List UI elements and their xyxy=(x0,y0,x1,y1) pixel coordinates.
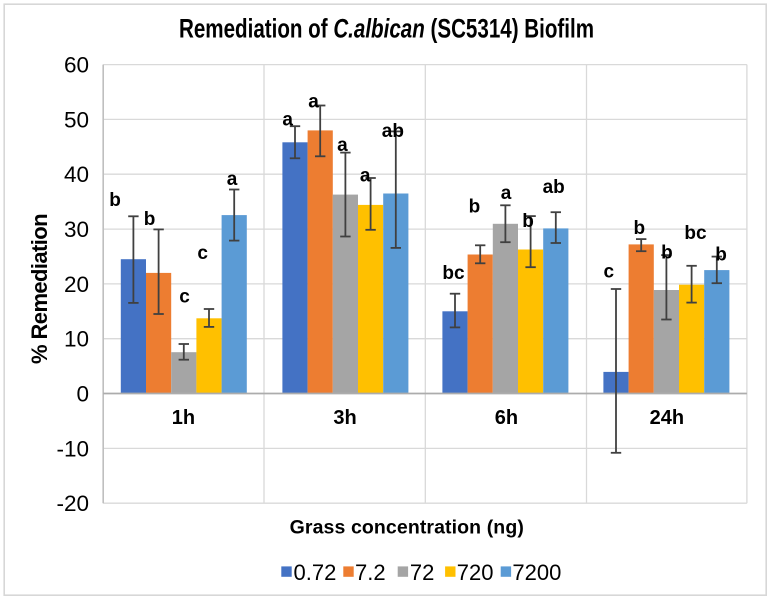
svg-text:bc: bc xyxy=(442,263,465,284)
svg-text:10: 10 xyxy=(64,327,89,352)
svg-text:a: a xyxy=(227,169,238,190)
svg-text:40: 40 xyxy=(64,162,89,187)
svg-text:50: 50 xyxy=(64,107,89,132)
svg-text:c: c xyxy=(604,262,615,283)
svg-text:a: a xyxy=(360,166,371,187)
svg-text:b: b xyxy=(715,244,727,265)
svg-text:-20: -20 xyxy=(56,491,89,516)
svg-text:Remediation of C.albican (SC53: Remediation of C.albican (SC5314) Biofil… xyxy=(179,14,594,44)
svg-text:b: b xyxy=(661,242,673,263)
svg-text:b: b xyxy=(144,209,156,230)
svg-text:0.72: 0.72 xyxy=(294,560,337,585)
svg-text:6h: 6h xyxy=(495,407,518,429)
svg-text:20: 20 xyxy=(64,272,89,297)
svg-text:c: c xyxy=(179,287,190,308)
svg-text:b: b xyxy=(109,190,121,211)
svg-text:a: a xyxy=(282,110,293,131)
svg-text:a: a xyxy=(501,183,512,204)
svg-text:7.2: 7.2 xyxy=(355,560,386,585)
svg-text:60: 60 xyxy=(64,53,89,78)
svg-text:30: 30 xyxy=(64,217,89,242)
svg-text:b: b xyxy=(633,218,645,239)
svg-text:ab: ab xyxy=(382,121,404,142)
svg-text:24h: 24h xyxy=(650,407,684,429)
svg-text:-10: -10 xyxy=(56,436,89,461)
svg-text:ab: ab xyxy=(543,177,565,198)
svg-text:a: a xyxy=(337,135,348,156)
svg-text:bc: bc xyxy=(684,223,707,244)
svg-text:Grass concentration (ng): Grass concentration (ng) xyxy=(290,517,524,539)
svg-text:3h: 3h xyxy=(333,407,356,429)
svg-text:7200: 7200 xyxy=(512,560,561,585)
svg-text:a: a xyxy=(308,91,319,112)
svg-text:b: b xyxy=(469,196,481,217)
svg-text:1h: 1h xyxy=(172,407,195,429)
svg-text:72: 72 xyxy=(410,560,434,585)
svg-text:720: 720 xyxy=(457,560,494,585)
svg-text:0: 0 xyxy=(76,381,89,406)
svg-text:b: b xyxy=(522,211,534,232)
svg-text:% Remediation: % Remediation xyxy=(27,214,52,364)
svg-text:c: c xyxy=(197,243,208,264)
